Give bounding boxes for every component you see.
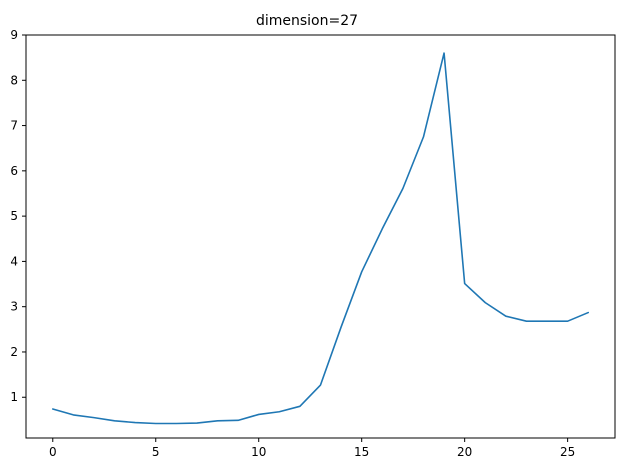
y-tick-label: 4 <box>10 254 18 268</box>
y-tick-label: 8 <box>10 73 18 87</box>
series-line <box>51 52 590 425</box>
y-tick-label: 6 <box>10 164 18 178</box>
y-tick-label: 1 <box>10 390 18 404</box>
y-tick-label: 9 <box>10 28 18 42</box>
x-tick-label: 0 <box>49 445 57 459</box>
y-tick-label: 2 <box>10 345 18 359</box>
y-tick-label: 7 <box>10 119 18 133</box>
y-axis: 1 2 3 4 5 6 7 8 9 <box>10 28 26 404</box>
x-axis: 0 5 10 15 20 25 <box>49 438 575 459</box>
y-tick-label: 5 <box>10 209 18 223</box>
y-tick-label: 3 <box>10 300 18 314</box>
chart-title: dimension=27 <box>256 13 358 29</box>
plot-area <box>51 52 590 425</box>
x-tick-label: 15 <box>354 445 369 459</box>
x-tick-label: 10 <box>251 445 266 459</box>
x-tick-label: 25 <box>560 445 575 459</box>
x-tick-label: 20 <box>457 445 472 459</box>
x-tick-label: 5 <box>152 445 160 459</box>
plot-frame <box>25 34 616 439</box>
